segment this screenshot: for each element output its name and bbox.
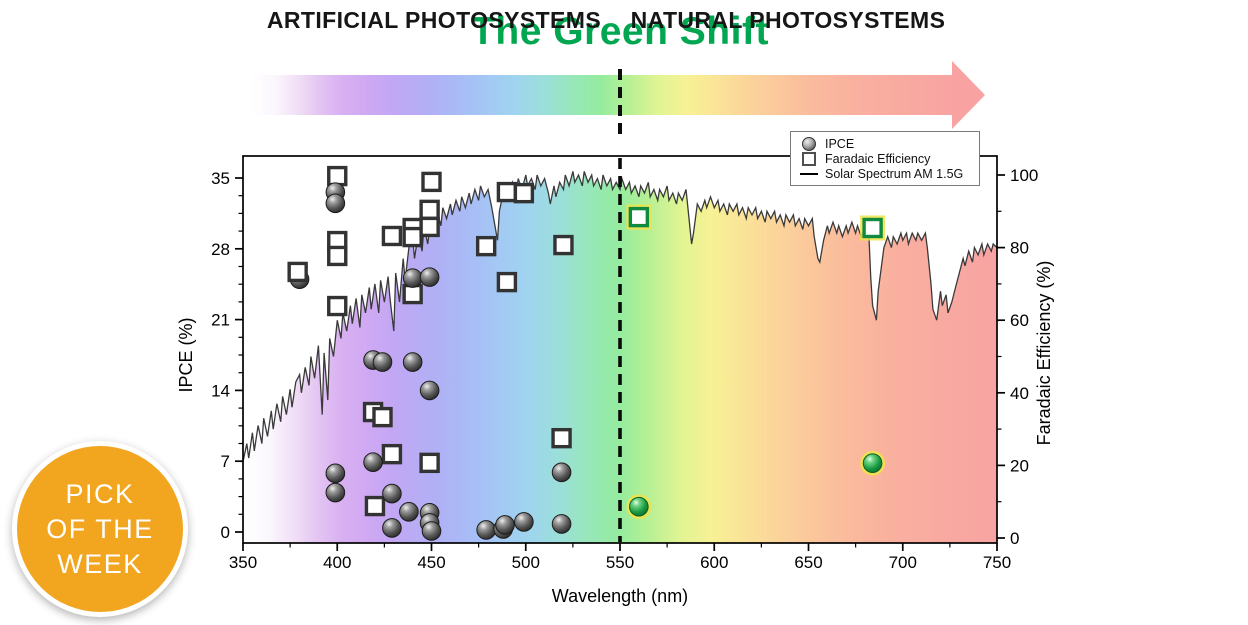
fe-point (628, 206, 650, 228)
fe-point (402, 283, 423, 305)
axis-ticks: 350 400 450 500 550 600 650 700 7500714212835020… (211, 166, 1038, 572)
y-axis-left-label: IPCE (%) (176, 317, 196, 392)
fe-point (372, 406, 393, 428)
x-tick-label: 400 (323, 553, 351, 572)
ipce-point (421, 521, 442, 541)
ipce-point (363, 452, 383, 473)
right-tick-label: 0 (1010, 529, 1019, 548)
legend-label: IPCE (825, 136, 855, 151)
ipce-point (325, 482, 346, 503)
fe-point (496, 181, 518, 203)
ipce-point (629, 496, 649, 517)
line-marker-icon (799, 172, 819, 175)
ipce-point (495, 515, 515, 535)
ipce-point (419, 267, 440, 287)
banner-divider-dash (618, 69, 622, 140)
ipce-point (372, 352, 393, 372)
fe-point (381, 225, 403, 247)
page-title: The Green Shift (471, 10, 769, 53)
fe-point (402, 226, 423, 248)
ipce-point (382, 483, 402, 504)
ipce-point (402, 268, 423, 288)
fe-point (553, 234, 574, 256)
square-marker-icon (799, 151, 819, 166)
legend-item-ipce: IPCE (799, 136, 973, 151)
x-tick-label: 650 (794, 553, 822, 572)
data-points (287, 165, 886, 541)
fe-point (419, 216, 440, 238)
fe-point (513, 182, 535, 204)
ipce-point (399, 501, 419, 522)
fe-point (381, 443, 403, 465)
legend-label: Solar Spectrum AM 1.5G (825, 166, 964, 181)
x-tick-label: 450 (417, 553, 445, 572)
x-tick-label: 350 (229, 553, 257, 572)
left-tick-label: 35 (211, 169, 230, 188)
x-tick-label: 600 (700, 553, 728, 572)
right-tick-label: 100 (1010, 166, 1038, 185)
left-tick-label: 14 (211, 381, 230, 400)
fe-point (419, 199, 440, 221)
green-glow (860, 450, 885, 476)
fe-point (862, 217, 883, 239)
green-glow (626, 204, 652, 230)
left-tick-label: 21 (211, 311, 230, 330)
fe-point (551, 427, 572, 449)
ipce-point (476, 520, 496, 540)
left-tick-label: 0 (221, 523, 230, 542)
ipce-point (382, 518, 402, 538)
legend-label: Faradaic Efficiency (825, 151, 931, 166)
left-tick-label: 7 (221, 452, 230, 471)
ipce-point (419, 380, 440, 401)
fe-point (421, 171, 442, 193)
ipce-point (514, 512, 534, 532)
right-tick-label: 20 (1010, 456, 1029, 475)
green-glow (860, 215, 886, 241)
ipce-point (551, 462, 572, 483)
legend: IPCE Faradaic Efficiency Solar Spectrum … (790, 131, 980, 186)
fe-point (327, 245, 348, 267)
legend-item-solar: Solar Spectrum AM 1.5G (799, 166, 973, 181)
banner-gradient-bar (250, 75, 953, 115)
badge-line: WEEK (57, 548, 143, 579)
x-tick-label: 500 (512, 553, 540, 572)
right-tick-label: 60 (1010, 311, 1029, 330)
fe-point (496, 271, 518, 293)
right-tick-label: 40 (1010, 384, 1029, 403)
fe-point (287, 261, 308, 283)
x-tick-label: 700 (889, 553, 917, 572)
banner-label-natural: NATURAL PHOTOSYSTEMS (630, 7, 946, 33)
x-tick-label: 750 (983, 553, 1011, 572)
banner-label-artificial: ARTIFICIAL PHOTOSYSTEMS (266, 7, 602, 33)
left-tick-label: 28 (211, 240, 230, 259)
x-axis-label: Wavelength (nm) (552, 586, 688, 606)
fe-point (327, 295, 348, 317)
fe-point (364, 495, 386, 517)
badge-line: OF THE (46, 513, 154, 544)
x-tick-label: 550 (606, 553, 634, 572)
green-glow (626, 494, 652, 520)
y-axis-right-label: Faradaic Efficiency (%) (1034, 261, 1054, 446)
fe-point (419, 452, 440, 474)
badge-line: PICK (65, 478, 135, 509)
ipce-point (325, 463, 346, 484)
ipce-point (402, 352, 423, 372)
fe-point (475, 235, 497, 257)
right-tick-label: 80 (1010, 239, 1029, 258)
pick-of-the-week-badge: PICK OF THE WEEK (12, 441, 188, 617)
circle-marker-icon (799, 136, 819, 151)
ipce-point (862, 453, 883, 474)
ipce-point (325, 193, 346, 214)
fe-point (327, 165, 348, 187)
legend-item-faradaic: Faradaic Efficiency (799, 151, 973, 166)
ipce-point (551, 514, 572, 534)
